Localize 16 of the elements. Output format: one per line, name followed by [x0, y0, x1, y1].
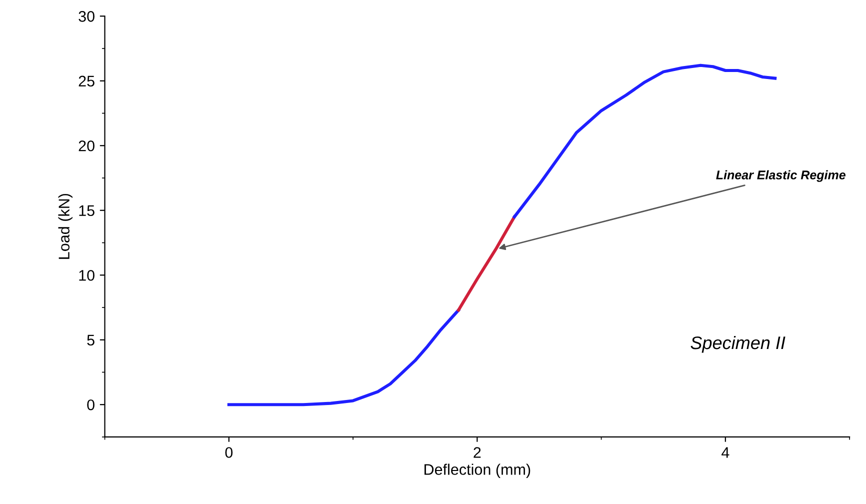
y-tick-label: 30: [78, 10, 94, 22]
annotation: Linear Elastic Regime: [716, 170, 846, 182]
x-tick-label: 4: [722, 447, 730, 458]
y-tick-label: 10: [79, 270, 94, 281]
annotation: Specimen II: [690, 336, 786, 353]
y-tick-label: 25: [78, 76, 94, 87]
y-axis-title: Load (kN): [58, 194, 73, 259]
y-tick-label: 15: [79, 205, 94, 216]
y-tick-label: 0: [87, 399, 94, 410]
line-series: [227, 308, 460, 406]
y-tick-label: 5: [87, 334, 94, 346]
line-series: [457, 215, 516, 312]
x-tick-label: 2: [474, 447, 481, 458]
x-tick-label: 0: [225, 447, 233, 458]
y-tick-label: 20: [78, 140, 94, 152]
x-axis-title: Deflection (mm): [424, 464, 530, 478]
